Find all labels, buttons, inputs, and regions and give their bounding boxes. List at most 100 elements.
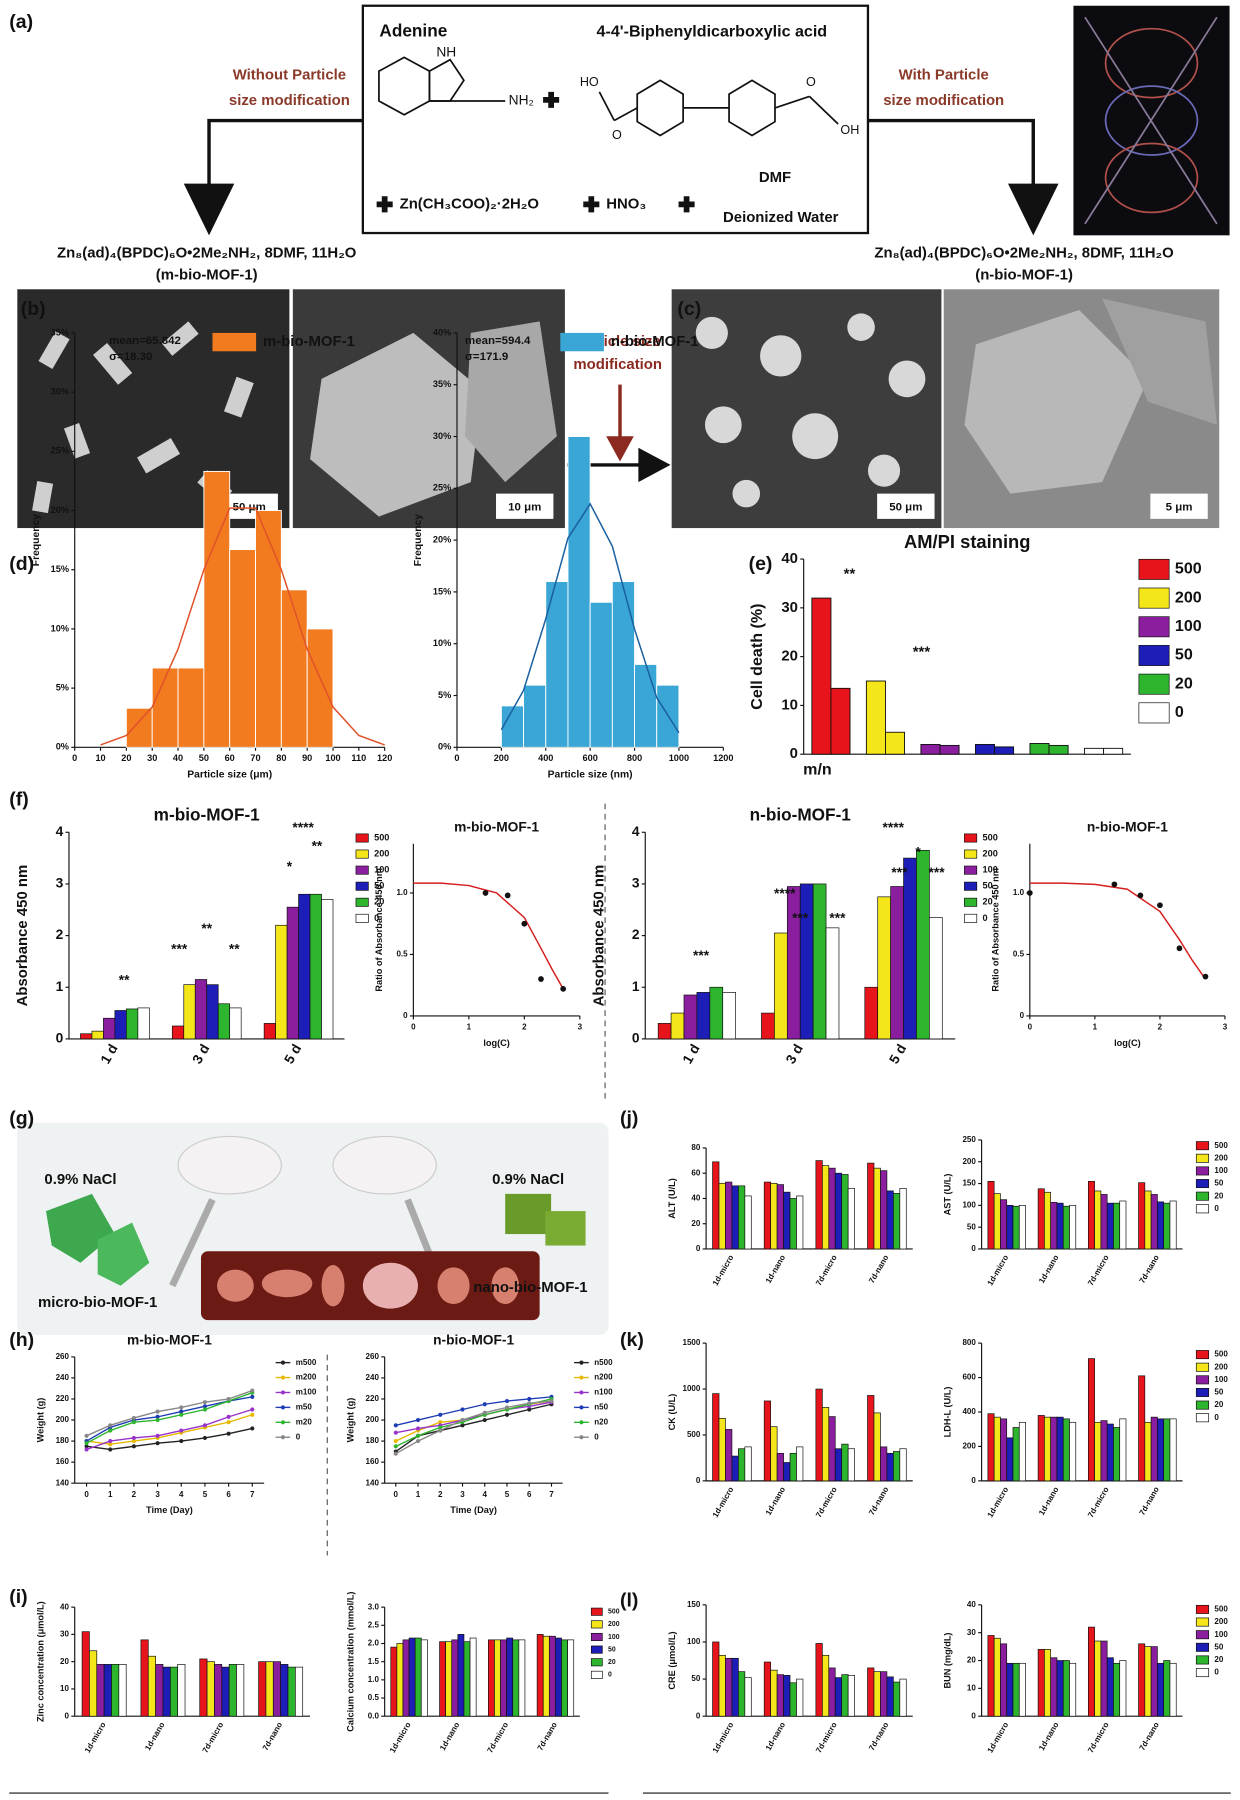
arrowhead <box>638 447 671 483</box>
y-tick-label: 400 <box>962 1407 976 1416</box>
x-tick-label: 7d-micro <box>814 1721 839 1755</box>
legend-swatch <box>1195 1350 1210 1360</box>
x-tick-label: 7d-nano <box>1138 1721 1161 1753</box>
bar <box>1018 1662 1026 1717</box>
x-tick-label: 20 <box>121 753 131 763</box>
legend-label: 50 <box>1214 1179 1223 1188</box>
significance: ** <box>229 942 240 957</box>
x-tick-label: 3 <box>1223 1023 1228 1032</box>
histogram-bar <box>229 549 256 748</box>
y-tick-label: 0 <box>971 1476 976 1485</box>
x-tick-label: 400 <box>538 753 553 763</box>
bar <box>518 1639 526 1717</box>
legend-swatch <box>1195 1362 1210 1372</box>
line <box>395 1400 552 1455</box>
x-tick-label: 7d-micro <box>1086 1253 1111 1287</box>
bar <box>770 1182 778 1250</box>
bar <box>744 1195 752 1250</box>
significance: *** <box>693 948 710 963</box>
bar <box>91 1030 104 1040</box>
point <box>250 1407 255 1412</box>
syringe <box>169 1198 216 1288</box>
bar <box>137 1007 150 1040</box>
significance: ** <box>119 973 130 988</box>
y-tick-label: 30 <box>781 599 798 616</box>
x-tick-label: 200 <box>494 753 509 763</box>
legend-swatch <box>355 897 369 907</box>
point <box>438 1412 443 1417</box>
legend-label: 0 <box>374 913 379 923</box>
bar <box>265 1661 274 1717</box>
bar <box>118 1664 127 1717</box>
bar <box>1050 1416 1058 1482</box>
legend-label: 200 <box>1175 588 1202 606</box>
fit-curve <box>413 882 564 990</box>
x-tick-label: 7d-nano <box>867 1485 890 1517</box>
bar <box>886 1190 894 1250</box>
bar <box>1163 1418 1171 1482</box>
x-tick-label: 5 d <box>281 1042 304 1067</box>
y-tick-label: 150 <box>962 1179 976 1188</box>
bar <box>1144 1190 1152 1250</box>
bar <box>1113 1427 1121 1482</box>
x-tick-label: 600 <box>582 753 597 763</box>
legend-label: 200 <box>1214 1153 1228 1162</box>
bar <box>873 1412 881 1482</box>
legend-label: 500 <box>1214 1350 1228 1359</box>
legend-swatch <box>1195 1413 1210 1423</box>
scale-bar-label: 10 μm <box>508 501 541 513</box>
legend-label: 20 <box>983 897 993 907</box>
y-tick-label: 20% <box>51 505 69 515</box>
bar <box>865 680 886 755</box>
legend-label: 100 <box>1214 1166 1228 1175</box>
histogram-bar <box>280 589 308 748</box>
significance: **** <box>292 820 314 835</box>
bar <box>221 1666 230 1717</box>
bar <box>815 1643 823 1717</box>
sem-image <box>17 289 290 529</box>
product-name: (n-bio-MOF-1) <box>975 266 1073 283</box>
point <box>393 1451 398 1456</box>
y-tick-label: 180 <box>56 1436 70 1445</box>
legend-label: 20 <box>608 1659 616 1666</box>
y-tick-label: 5% <box>438 690 451 700</box>
bar <box>1062 1660 1070 1717</box>
legend-label: 0 <box>1175 703 1184 721</box>
bar <box>298 893 311 1040</box>
point <box>538 976 544 982</box>
histogram-bar <box>306 628 334 748</box>
x-tick-label: 1 d <box>98 1042 121 1067</box>
legend-label: 50 <box>608 1646 616 1653</box>
bar <box>783 1191 791 1250</box>
x-tick-label: 3 d <box>783 1042 806 1067</box>
bar <box>993 1193 1001 1250</box>
bar <box>1056 1416 1064 1482</box>
point <box>415 1433 421 1438</box>
significance: *** <box>829 911 846 926</box>
significance: ** <box>312 838 323 853</box>
bar <box>1050 1201 1058 1250</box>
y-tick-label: 800 <box>962 1338 976 1347</box>
y-tick-label: 80 <box>691 1143 700 1152</box>
bar <box>1169 1200 1177 1250</box>
legend-swatch <box>590 1632 603 1642</box>
bar <box>830 687 851 755</box>
y-tick-label: 0 <box>971 1244 976 1253</box>
bar <box>657 1023 672 1040</box>
x-tick-label: 1d-nano <box>764 1253 787 1285</box>
bar <box>893 1681 901 1717</box>
point <box>482 1417 487 1423</box>
bar <box>214 1664 223 1717</box>
bar <box>744 1677 752 1717</box>
legend-label: 0 <box>296 1432 301 1441</box>
arrow-label: size modification <box>883 92 1004 109</box>
bar <box>718 1654 726 1717</box>
y-tick-label: 200 <box>56 1415 70 1424</box>
y-tick-label: 500 <box>687 1430 701 1439</box>
bar <box>1100 1420 1108 1482</box>
bar <box>206 984 219 1040</box>
bar <box>1000 1199 1008 1250</box>
phenyl-ring <box>728 79 776 137</box>
reagent: Zn(CH₃COO)₂·2H₂O <box>400 195 539 212</box>
bar <box>177 1664 186 1717</box>
